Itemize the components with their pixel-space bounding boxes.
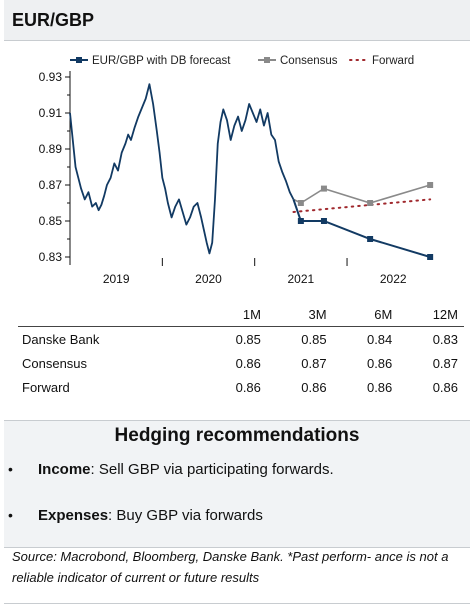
- eurgbp-panel: EUR/GBP EUR/GBP with DB forecast Consensu…: [4, 0, 470, 607]
- table-row: Danske Bank 0.85 0.85 0.84 0.83: [18, 327, 464, 352]
- bottom-divider: [4, 603, 470, 604]
- table-cell: 0.85: [235, 331, 261, 347]
- hedging-title: Hedging recommendations: [114, 425, 360, 446]
- db-forecast-point: [367, 236, 374, 242]
- legend-label: Forward: [372, 55, 414, 67]
- bullet-dot: •: [8, 461, 13, 477]
- row-label: Forward: [22, 379, 70, 395]
- table-cell: 0.85: [301, 331, 327, 347]
- bullet-dot: •: [8, 507, 13, 523]
- legend-label: EUR/GBP with DB forecast: [92, 55, 231, 67]
- source-note: Source: Macrobond, Bloomberg, Danske Ban…: [12, 549, 449, 585]
- db-forecast-point: [320, 218, 327, 224]
- x-axis: 2019 2020 2021 2022: [103, 258, 407, 286]
- db-forecast-point: [297, 218, 304, 224]
- chart-legend: EUR/GBP with DB forecast Consensus Forward: [70, 55, 414, 67]
- table-cell: 0.84: [366, 331, 393, 347]
- table-cell: 0.86: [366, 379, 393, 395]
- y-tick-label: 0.83: [39, 250, 63, 264]
- row-label: Danske Bank: [22, 331, 100, 347]
- hedging-item-rest: : Buy GBP via forwards: [108, 507, 263, 524]
- table-cell: 0.86: [366, 355, 393, 371]
- hedging-box: Hedging recommendations • Income: Sell G…: [4, 420, 470, 548]
- table-row: Consensus 0.86 0.87 0.86 0.87: [18, 351, 464, 375]
- y-tick-label: 0.87: [39, 178, 63, 192]
- col-header: 12M: [432, 306, 458, 322]
- consensus-point: [367, 200, 374, 206]
- legend-swatch-marker: [76, 57, 82, 63]
- hedging-item-bold: Expenses: [38, 507, 109, 524]
- table-cell: 0.86: [432, 379, 458, 395]
- title-bar: EUR/GBP: [4, 0, 470, 41]
- table-cell: 0.87: [301, 355, 327, 371]
- table-cell: 0.87: [432, 355, 458, 371]
- y-tick-label: 0.89: [39, 142, 63, 156]
- y-tick-label: 0.93: [39, 70, 63, 84]
- col-header: 1M: [242, 306, 261, 322]
- table-header-row: 1M 3M 6M 12M: [18, 302, 464, 327]
- x-tick-label: 2019: [103, 272, 130, 286]
- table-cell: 0.86: [301, 379, 327, 395]
- y-tick-label: 0.91: [39, 106, 63, 120]
- x-tick-label: 2021: [288, 272, 315, 286]
- legend-swatch-marker: [264, 57, 270, 63]
- table-cell: 0.83: [432, 331, 458, 347]
- col-header: 6M: [374, 306, 393, 322]
- hedging-item-rest: : Sell GBP via participating forwards.: [90, 461, 334, 478]
- table-corner: [18, 302, 201, 327]
- series-line-consensus: [293, 184, 431, 204]
- consensus-point: [320, 185, 327, 192]
- legend-label: Consensus: [280, 55, 338, 67]
- eurgbp-line-chart: EUR/GBP with DB forecast Consensus Forward…: [39, 55, 434, 286]
- hedging-item-bold: Income: [38, 461, 91, 478]
- col-header: 3M: [308, 306, 327, 322]
- x-tick-label: 2020: [195, 272, 222, 286]
- series-line-db-forecast: [292, 199, 431, 258]
- table-cell: 0.86: [235, 379, 261, 395]
- series-line-eurgbp-history: [69, 83, 295, 255]
- consensus-point: [427, 182, 434, 188]
- series-group: [69, 83, 434, 260]
- row-label: Consensus: [22, 355, 88, 371]
- db-forecast-point: [427, 254, 434, 260]
- table-cell: 0.86: [235, 355, 261, 371]
- y-axis: 0.83 0.85 0.87 0.89 0.91 0.93: [39, 70, 71, 265]
- consensus-point: [297, 200, 304, 206]
- table-row: Forward 0.86 0.86 0.86 0.86: [18, 375, 464, 399]
- series-line-forward: [292, 198, 432, 213]
- forecast-table: 1M 3M 6M 12M Danske Bank 0.85 0.85 0.84 …: [18, 302, 464, 399]
- hedging-item-text: Income: Sell GBP via participating forwa…: [38, 461, 334, 478]
- chart-title: EUR/GBP: [12, 10, 95, 30]
- hedging-item-text: Expenses: Buy GBP via forwards: [38, 507, 263, 524]
- y-tick-label: 0.85: [39, 214, 63, 228]
- x-tick-label: 2022: [380, 272, 407, 286]
